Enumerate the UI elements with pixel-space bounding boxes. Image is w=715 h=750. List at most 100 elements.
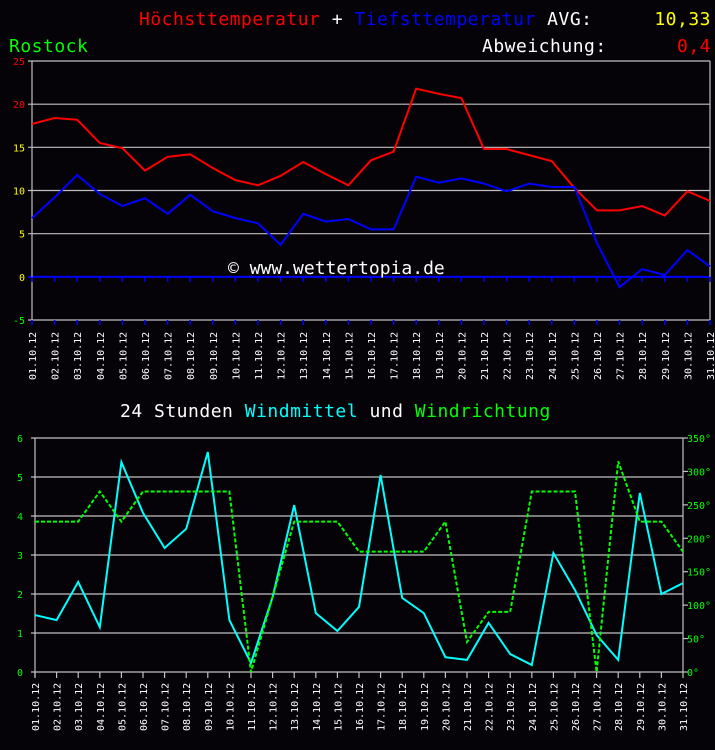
y-tick-label: 0 — [19, 273, 25, 284]
x-tick-label: 31.10.12 — [706, 332, 715, 380]
x-tick-label: 19.10.12 — [435, 332, 446, 380]
y-tick-label: 15 — [13, 143, 25, 154]
x-tick-label: 19.10.12 — [420, 683, 431, 731]
wind-title-series1: Windmittel — [244, 401, 359, 422]
x-tick-label: 10.10.12 — [225, 683, 236, 731]
x-tick-label: 12.10.12 — [269, 683, 280, 731]
y2-tick-label: 150° — [687, 568, 711, 579]
x-tick-label: 01.10.12 — [31, 683, 42, 731]
series-line — [31, 173, 711, 289]
y-tick-label: 5 — [19, 230, 25, 241]
x-tick-label: 20.10.12 — [457, 332, 468, 380]
x-tick-label: 10.10.12 — [231, 332, 242, 380]
x-tick-label: 15.10.12 — [333, 683, 344, 731]
x-tick-label: 08.10.12 — [182, 683, 193, 731]
x-tick-label: 24.10.12 — [548, 332, 559, 380]
deviation-value: 0,4 — [676, 36, 711, 57]
x-tick-label: 17.10.12 — [390, 332, 401, 380]
x-tick-label: 21.10.12 — [480, 332, 491, 380]
x-tick-label: 30.10.12 — [657, 683, 668, 731]
x-tick-label: 22.10.12 — [503, 332, 514, 380]
x-tick-label: 04.10.12 — [96, 332, 107, 380]
x-tick-label: 27.10.12 — [616, 332, 627, 380]
y2-tick-label: 300° — [687, 467, 711, 478]
y-tick-label: 10 — [13, 187, 25, 198]
x-tick-label: 05.10.12 — [118, 332, 129, 380]
y-tick-label: 5 — [17, 473, 23, 484]
series-line — [35, 461, 684, 673]
x-tick-label: 18.10.12 — [412, 332, 423, 380]
x-tick-label: 13.10.12 — [290, 683, 301, 731]
title-high: Höchsttemperatur — [139, 9, 321, 30]
x-tick-label: 01.10.12 — [28, 332, 39, 380]
x-tick-label: 29.10.12 — [636, 683, 647, 731]
x-tick-label: 08.10.12 — [186, 332, 197, 380]
y-tick-label: 6 — [17, 434, 23, 445]
wind-title-series2: Windrichtung — [414, 401, 551, 422]
x-tick-label: 28.10.12 — [614, 683, 625, 731]
wind-chart-title: 24 Stunden Windmittel und Windrichtung — [120, 402, 551, 422]
x-tick-label: 26.10.12 — [571, 683, 582, 731]
x-tick-label: 13.10.12 — [299, 332, 310, 380]
x-tick-label: 14.10.12 — [322, 332, 333, 380]
x-tick-label: 11.10.12 — [247, 683, 258, 731]
temperature-chart: 25 20 15 10 5 0 -501.10.12 02.10.12 03.10.12 04.1… — [13, 57, 715, 380]
x-tick-label: 18.10.12 — [398, 683, 409, 731]
wind-chart: 6 5 4 3 2 1 0 350° 300° 250° 200° 150° 100° 50° 0° 01.1… — [17, 434, 711, 731]
y2-tick-label: 200° — [687, 534, 711, 545]
series-line — [31, 87, 711, 217]
x-tick-label: 06.10.12 — [139, 683, 150, 731]
x-tick-label: 09.10.12 — [204, 683, 215, 731]
x-tick-label: 23.10.12 — [506, 683, 517, 731]
x-tick-label: 07.10.12 — [164, 332, 175, 380]
x-tick-label: 27.10.12 — [593, 683, 604, 731]
x-tick-label: 24.10.12 — [528, 683, 539, 731]
y2-tick-label: 350° — [687, 434, 711, 445]
x-tick-label: 07.10.12 — [161, 683, 172, 731]
x-tick-label: 11.10.12 — [254, 332, 265, 380]
y-tick-label: 1 — [17, 629, 23, 640]
x-tick-label: 04.10.12 — [96, 683, 107, 731]
y-tick-label: 20 — [13, 100, 25, 111]
x-tick-label: 20.10.12 — [441, 683, 452, 731]
y-tick-label: 25 — [13, 57, 25, 68]
y2-tick-label: 250° — [687, 501, 711, 512]
y-tick-label: 4 — [17, 512, 23, 523]
x-tick-label: 16.10.12 — [355, 683, 366, 731]
x-tick-label: 21.10.12 — [463, 683, 474, 731]
x-tick-label: 05.10.12 — [117, 683, 128, 731]
location-label: Rostock — [9, 36, 89, 57]
x-tick-label: 02.10.12 — [51, 332, 62, 380]
x-tick-label: 15.10.12 — [344, 332, 355, 380]
x-tick-label: 28.10.12 — [638, 332, 649, 380]
x-tick-label: 30.10.12 — [683, 332, 694, 380]
x-tick-label: 23.10.12 — [525, 332, 536, 380]
y-tick-label: 3 — [17, 551, 23, 562]
deviation-label: Abweichung: — [482, 36, 607, 57]
chart-title: Höchsttemperatur + Tiefsttemperatur AVG: — [139, 10, 593, 30]
watermark: © www.wettertopia.de — [228, 258, 445, 279]
y2-tick-label: 100° — [687, 601, 711, 612]
x-tick-label: 29.10.12 — [661, 332, 672, 380]
y2-tick-label: 0° — [687, 668, 699, 679]
x-tick-label: 26.10.12 — [593, 332, 604, 380]
x-tick-label: 03.10.12 — [73, 332, 84, 380]
title-low: Tiefsttemperatur — [354, 9, 536, 30]
wind-title-prefix: 24 Stunden — [120, 401, 234, 422]
x-tick-label: 09.10.12 — [209, 332, 220, 380]
x-tick-label: 03.10.12 — [74, 683, 85, 731]
avg-value: 10,33 — [654, 9, 711, 30]
x-tick-label: 22.10.12 — [485, 683, 496, 731]
wind-title-joiner: und — [369, 401, 404, 422]
x-tick-label: 02.10.12 — [53, 683, 64, 731]
avg-label: AVG: — [547, 9, 593, 30]
x-tick-label: 06.10.12 — [141, 332, 152, 380]
series-line — [34, 451, 684, 667]
y-tick-label: -5 — [13, 316, 25, 327]
x-tick-label: 25.10.12 — [549, 683, 560, 731]
y2-tick-label: 50° — [687, 635, 705, 646]
y-tick-label: 2 — [17, 590, 23, 601]
x-tick-label: 25.10.12 — [570, 332, 581, 380]
y-tick-label: 0 — [17, 668, 23, 679]
